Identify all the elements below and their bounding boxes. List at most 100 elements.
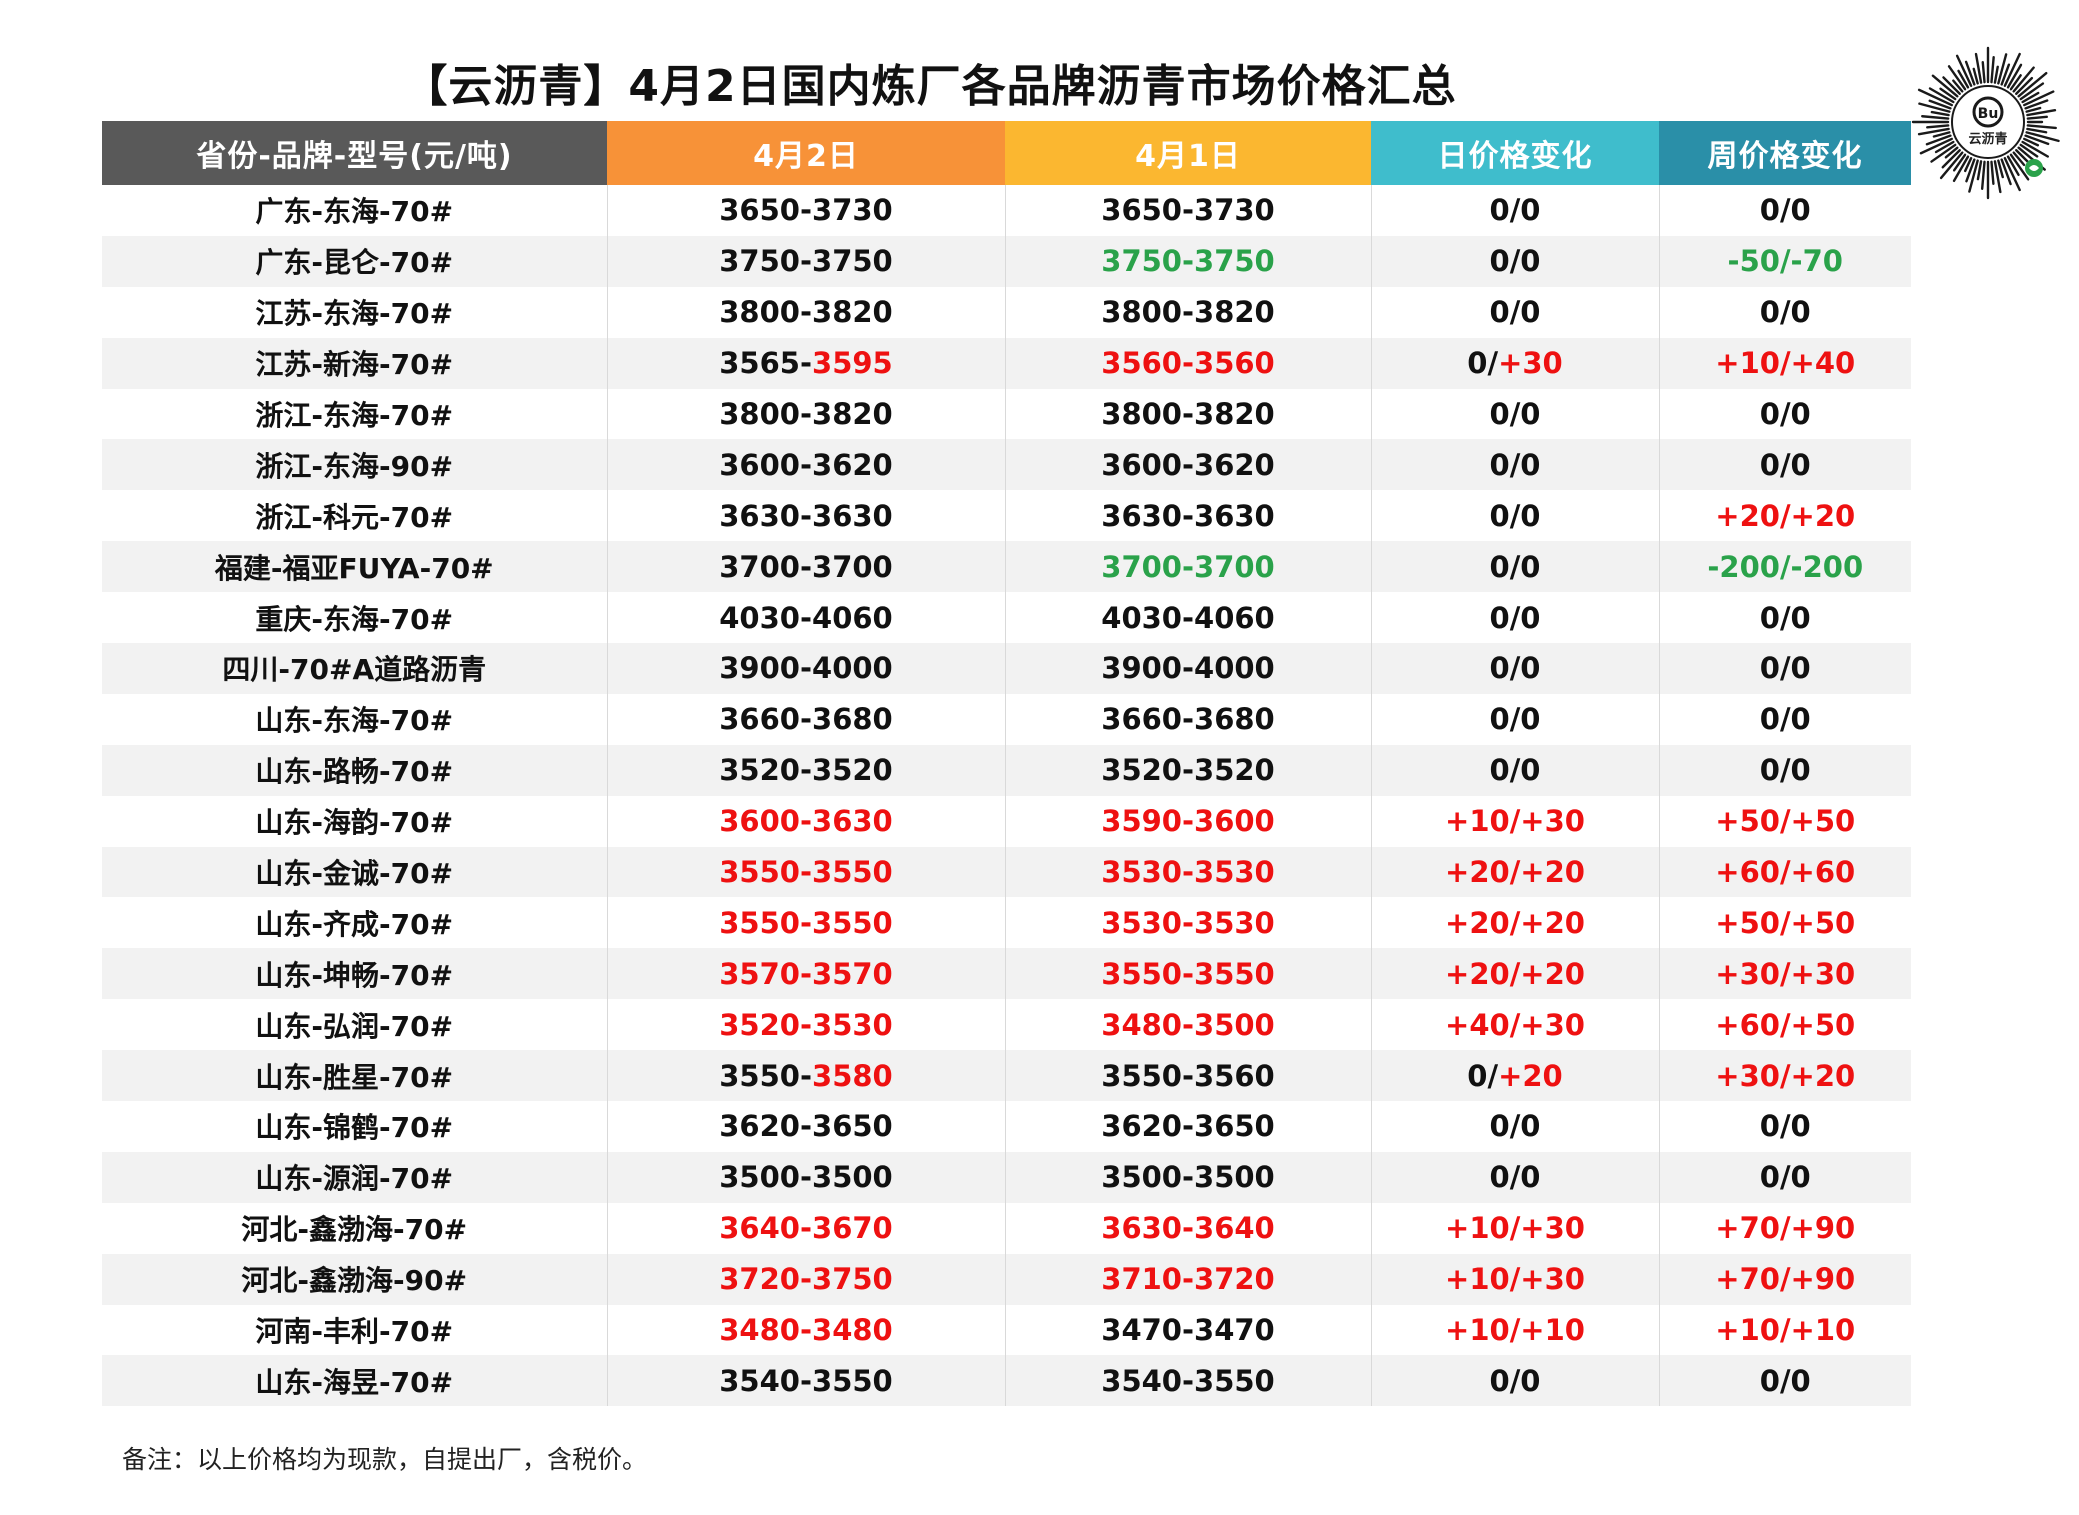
brand-cell: 江苏-东海-70# <box>102 286 608 338</box>
yesterday-price-cell: 3530-3530 <box>1005 846 1372 898</box>
daily-change-low: 0 <box>1489 600 1510 635</box>
brand-cell: 山东-东海-70# <box>102 693 608 745</box>
today-price-cell: 3520-3520 <box>607 744 1006 796</box>
weekly-change-high: +50 <box>1790 905 1856 940</box>
today-high: 3530 <box>812 1007 893 1042</box>
brand-cell: 浙江-东海-70# <box>102 388 608 440</box>
today-high: 3700 <box>812 549 893 584</box>
yesterday-price-cell: 3540-3550 <box>1005 1355 1372 1407</box>
daily-change-cell: +10/+30 <box>1371 1202 1660 1254</box>
yesterday-price-cell: 3630-3640 <box>1005 1202 1372 1254</box>
yesterday-price-cell: 3550-3560 <box>1005 1050 1372 1102</box>
table-row: 四川-70#A道路沥青 3900-4000 3900-4000 0/0 0/0 <box>102 643 1911 694</box>
daily-change-high: 0 <box>1520 447 1541 482</box>
today-price-cell: 4030-4060 <box>607 592 1006 644</box>
yesterday-price-cell: 3800-3820 <box>1005 388 1372 440</box>
table-row: 浙江-东海-90# 3600-3620 3600-3620 0/0 0/0 <box>102 439 1911 491</box>
today-low: 3520 <box>719 753 800 788</box>
today-low: 3480 <box>719 1313 800 1348</box>
table-row: 广东-昆仑-70# 3750-3750 3750-3750 0/0 -50/-70 <box>102 235 1911 287</box>
today-high: 4060 <box>812 600 893 635</box>
header-weekly-change: 周价格变化 <box>1659 121 1911 185</box>
today-high: 4000 <box>812 651 893 686</box>
yesterday-price-cell: 3900-4000 <box>1005 643 1372 694</box>
weekly-change-cell: 0/0 <box>1759 397 1811 431</box>
weekly-change-high: 0 <box>1790 1160 1811 1195</box>
daily-change-cell: 0/0 <box>1371 541 1660 593</box>
weekly-change-high: +10 <box>1790 1313 1856 1348</box>
today-high: 3620 <box>812 447 893 482</box>
yesterday-price-cell: 3600-3620 <box>1005 439 1372 491</box>
daily-change-high: +20 <box>1498 1058 1563 1093</box>
today-price-cell: 3700-3700 <box>607 541 1006 593</box>
weekly-change-cell: 0/0 <box>1659 643 1911 694</box>
yesterday-price-cell: 3590-3600 <box>1005 795 1372 847</box>
today-low: 3565 <box>719 346 800 381</box>
today-price-cell: 3800-3820 <box>607 286 1006 338</box>
daily-change-cell: 0/0 <box>1371 744 1660 796</box>
yesterday-price-cell: 3480-3500 <box>1005 999 1372 1051</box>
header-daily-change: 日价格变化 <box>1371 121 1659 185</box>
yesterday-price-cell: 3800-3820 <box>1005 286 1372 338</box>
today-low: 3500 <box>719 1160 800 1195</box>
daily-change-cell: 0/0 <box>1371 286 1660 338</box>
weekly-change-high: 0 <box>1790 1363 1811 1398</box>
table-row: 山东-源润-70# 3500-3500 3500-3500 0/0 0/0 <box>102 1151 1911 1203</box>
daily-change-cell: 0/0 <box>1371 388 1660 440</box>
today-high: 3630 <box>812 498 893 533</box>
daily-change-low: 0 <box>1489 193 1510 228</box>
today-price-cell: 3570-3570 <box>607 948 1006 1000</box>
today-high: 3680 <box>812 702 893 737</box>
today-high: 3500 <box>812 1160 893 1195</box>
brand-cell: 山东-海韵-70# <box>102 795 608 847</box>
daily-change-high: +30 <box>1498 346 1563 381</box>
brand-cell: 四川-70#A道路沥青 <box>102 643 608 694</box>
brand-cell: 河北-鑫渤海-90# <box>102 1253 608 1305</box>
daily-change-high: 0 <box>1520 1160 1541 1195</box>
weekly-change-high: 0 <box>1790 702 1811 737</box>
daily-change-low: +10 <box>1445 804 1510 839</box>
today-high: 3580 <box>812 1058 893 1093</box>
table-row: 河北-鑫渤海-70# 3640-3670 3630-3640 +10/+30 +70/+… <box>102 1202 1911 1254</box>
today-high: 3820 <box>812 295 893 330</box>
weekly-change-high: +20 <box>1790 498 1856 533</box>
weekly-change-cell: +50/+50 <box>1715 905 1856 940</box>
weekly-change-low: 0 <box>1759 1109 1780 1144</box>
weekly-change-low: +60 <box>1715 855 1780 890</box>
daily-change-cell: +10/+30 <box>1371 1253 1660 1305</box>
weekly-change-cell: -50/-70 <box>1659 235 1911 287</box>
weekly-change-low: +10 <box>1715 1313 1780 1348</box>
table-row: 山东-弘润-70# 3520-3530 3480-3500 +40/+30 +60/+5… <box>102 999 1911 1051</box>
today-price-cell: 3600-3620 <box>607 439 1006 491</box>
yesterday-price-cell: 3630-3630 <box>1005 490 1372 542</box>
weekly-change-low: 0 <box>1759 193 1780 228</box>
today-price-cell: 3500-3500 <box>607 1151 1006 1203</box>
today-high: 3550 <box>812 905 893 940</box>
weekly-change-low: 0 <box>1759 651 1780 686</box>
daily-change-cell: +40/+30 <box>1371 999 1660 1051</box>
brand-cell: 山东-锦鹤-70# <box>102 1101 608 1152</box>
today-high: 3595 <box>812 346 893 381</box>
price-table: 省份-品牌-型号(元/吨) 4月2日 4月1日 日价格变化 周价格变化 广东-东… <box>102 121 1911 1407</box>
weekly-change-cell: +70/+90 <box>1715 1211 1856 1246</box>
table-row: 广东-东海-70# 3650-3730 3650-3730 0/0 0/0 <box>102 185 1911 236</box>
weekly-change-low: -200 <box>1707 549 1780 584</box>
weekly-change-cell: +20/+20 <box>1715 498 1856 533</box>
today-low: 3600 <box>719 447 800 482</box>
weekly-change-high: 0 <box>1790 1109 1811 1144</box>
daily-change-high: 0 <box>1520 498 1541 533</box>
weekly-change-low: +20 <box>1715 498 1780 533</box>
daily-change-high: 0 <box>1520 549 1541 584</box>
today-low: 3570 <box>719 956 800 991</box>
brand-cell: 河南-丰利-70# <box>102 1304 608 1356</box>
qr-label: 云沥青 <box>1968 132 2008 147</box>
daily-change-high: +20 <box>1520 956 1585 991</box>
footnote: 备注：以上价格均为现款，自提出厂，含税价。 <box>122 1445 648 1474</box>
weekly-change-high: -70 <box>1790 244 1843 279</box>
today-low: 3600 <box>719 804 800 839</box>
today-high: 3480 <box>812 1313 893 1348</box>
daily-change-low: 0 <box>1489 244 1510 279</box>
weekly-change-low: 0 <box>1759 295 1780 330</box>
today-price-cell: 3650-3730 <box>607 185 1006 236</box>
weekly-change-high: 0 <box>1790 447 1811 482</box>
